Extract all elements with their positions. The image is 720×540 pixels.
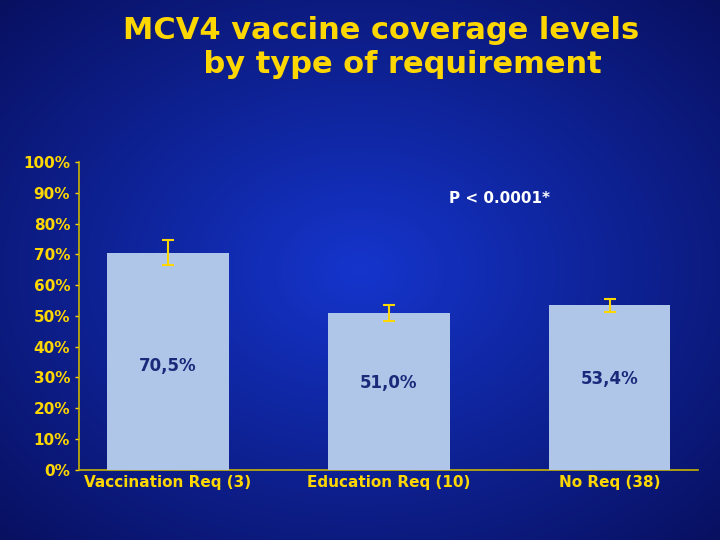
Bar: [549, 306, 670, 470]
Text: 53,4%: 53,4%: [580, 370, 639, 388]
Text: 51,0%: 51,0%: [360, 374, 418, 393]
Text: MCV4 vaccine coverage levels
    by type of requirement: MCV4 vaccine coverage levels by type of …: [123, 16, 640, 79]
Text: 70,5%: 70,5%: [139, 356, 197, 375]
Bar: [328, 313, 449, 470]
Text: P < 0.0001*: P < 0.0001*: [449, 192, 549, 206]
Bar: [107, 253, 229, 470]
